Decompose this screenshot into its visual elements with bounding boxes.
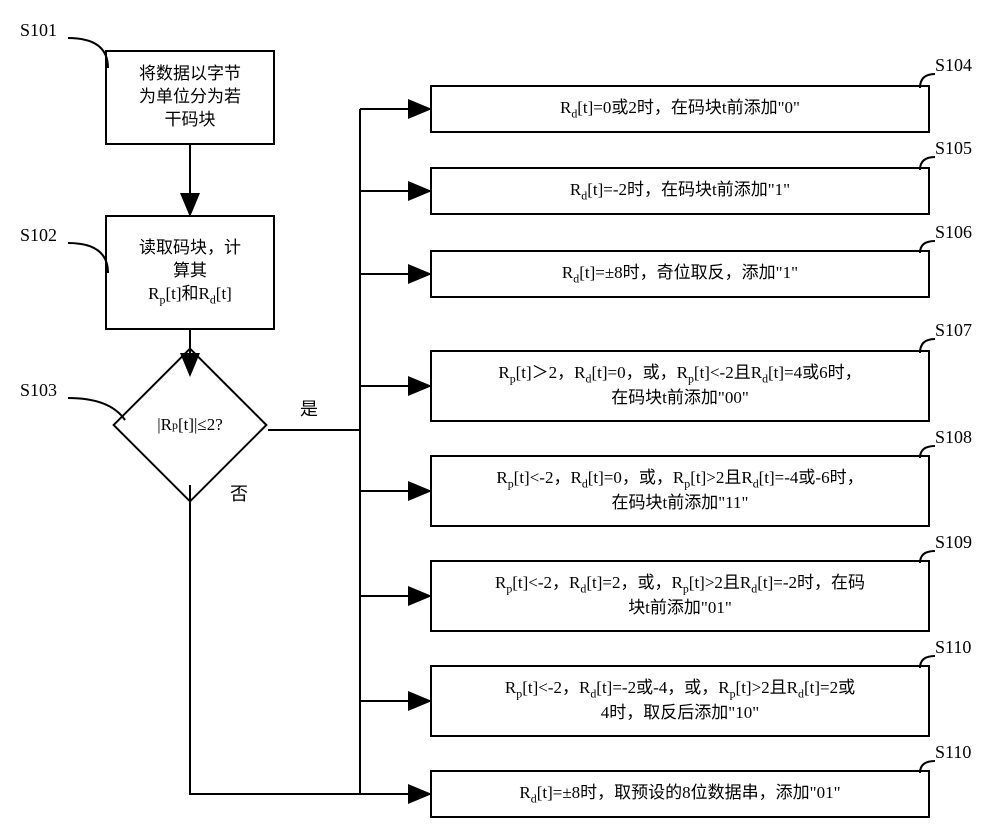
decision-s103-text: |Rp[t]|≤2?	[105, 380, 275, 470]
process-s106: Rd[t]=±8时，奇位取反，添加"1"	[430, 250, 930, 298]
process-s109-text: Rp[t]<-2，Rd[t]=2，或，Rp[t]>2且Rd[t]=-2时，在码块…	[495, 572, 865, 619]
process-s106-text: Rd[t]=±8时，奇位取反，添加"1"	[562, 262, 798, 286]
process-s108: Rp[t]<-2，Rd[t]=0，或，Rp[t]>2且Rd[t]=-4或-6时，…	[430, 455, 930, 527]
label-s106: S106	[935, 222, 972, 243]
process-s104: Rd[t]=0或2时，在码块t前添加"0"	[430, 85, 930, 133]
label-s101: S101	[20, 20, 57, 41]
process-s105-text: Rd[t]=-2时，在码块t前添加"1"	[570, 179, 790, 203]
branch-label-yes: 是	[300, 395, 318, 421]
label-s110b: S110	[935, 742, 971, 763]
process-s110-text: Rp[t]<-2，Rd[t]=-2或-4，或，Rp[t]>2且Rd[t]=2或4…	[505, 677, 855, 724]
process-s104-text: Rd[t]=0或2时，在码块t前添加"0"	[560, 97, 800, 121]
label-s104: S104	[935, 55, 972, 76]
process-s110b-text: Rd[t]=±8时，取预设的8位数据串，添加"01"	[519, 782, 840, 806]
label-s105: S105	[935, 138, 972, 159]
label-s108: S108	[935, 427, 972, 448]
process-s109: Rp[t]<-2，Rd[t]=2，或，Rp[t]>2且Rd[t]=-2时，在码块…	[430, 560, 930, 632]
label-s103: S103	[20, 380, 57, 401]
label-s109: S109	[935, 532, 972, 553]
process-s110: Rp[t]<-2，Rd[t]=-2或-4，或，Rp[t]>2且Rd[t]=2或4…	[430, 665, 930, 737]
process-s107-text: Rp[t]＞2，Rd[t]=0，或，Rp[t]<-2且Rd[t]=4或6时，在码…	[498, 362, 861, 409]
process-s101: 将数据以字节为单位分为若干码块	[105, 50, 275, 145]
process-s102-text: 读取码块，计算其Rp[t]和Rd[t]	[139, 237, 241, 307]
process-s105: Rd[t]=-2时，在码块t前添加"1"	[430, 167, 930, 215]
branch-label-no: 否	[230, 480, 248, 506]
process-s108-text: Rp[t]<-2，Rd[t]=0，或，Rp[t]>2且Rd[t]=-4或-6时，…	[496, 467, 863, 514]
process-s110b: Rd[t]=±8时，取预设的8位数据串，添加"01"	[430, 770, 930, 818]
process-s101-text: 将数据以字节为单位分为若干码块	[139, 63, 241, 132]
decision-s103: |Rp[t]|≤2?	[105, 380, 275, 470]
process-s107: Rp[t]＞2，Rd[t]=0，或，Rp[t]<-2且Rd[t]=4或6时，在码…	[430, 350, 930, 422]
label-s102: S102	[20, 225, 57, 246]
label-s107: S107	[935, 320, 972, 341]
label-s110: S110	[935, 637, 971, 658]
process-s102: 读取码块，计算其Rp[t]和Rd[t]	[105, 215, 275, 330]
